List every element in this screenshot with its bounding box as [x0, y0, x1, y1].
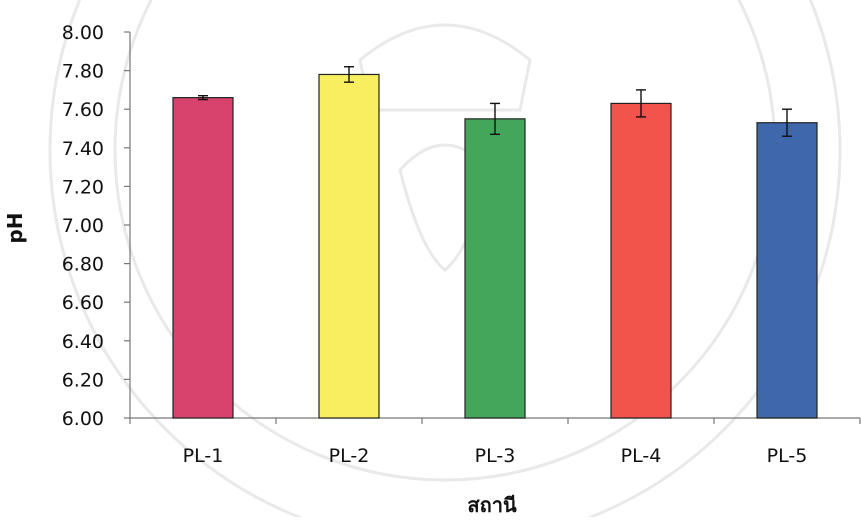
x-tick-label: PL-3	[475, 445, 516, 467]
x-axis: PL-1 PL-2 PL-3 PL-4 PL-5	[129, 417, 861, 467]
bar-pl-4	[610, 102, 672, 419]
y-tick-label: 8.00	[62, 22, 104, 44]
bar-pl-3	[464, 118, 526, 419]
y-tick-label: 7.40	[62, 138, 104, 160]
x-tick-label: PL-4	[621, 445, 662, 467]
x-tick-label: PL-5	[767, 445, 808, 467]
y-tick-label: 6.00	[62, 408, 104, 430]
error-bars	[198, 66, 792, 137]
y-tick-label: 7.00	[62, 215, 104, 237]
y-tick-label: 6.60	[62, 292, 104, 314]
x-tick-label: PL-2	[329, 445, 370, 467]
y-tick-label: 7.80	[62, 61, 104, 83]
y-tick-label: 6.20	[62, 369, 104, 391]
y-tick-label: 6.80	[62, 254, 104, 276]
bars	[172, 73, 818, 419]
y-axis-title: pH	[3, 212, 27, 243]
y-tick-label: 6.40	[62, 331, 104, 353]
bar-pl-2	[318, 73, 380, 419]
x-tick-label: PL-1	[183, 445, 224, 467]
y-axis: 6.00 6.20 6.40 6.60 6.80 7.00 7.20 7.40 7.60 7.80…	[62, 22, 131, 430]
bar-pl-1	[172, 97, 234, 419]
bar-pl-5	[756, 122, 818, 419]
x-axis-title: สถานี	[467, 493, 517, 517]
y-tick-label: 7.60	[62, 99, 104, 121]
y-tick-label: 7.20	[62, 176, 104, 198]
watermark-seal	[48, 0, 842, 521]
